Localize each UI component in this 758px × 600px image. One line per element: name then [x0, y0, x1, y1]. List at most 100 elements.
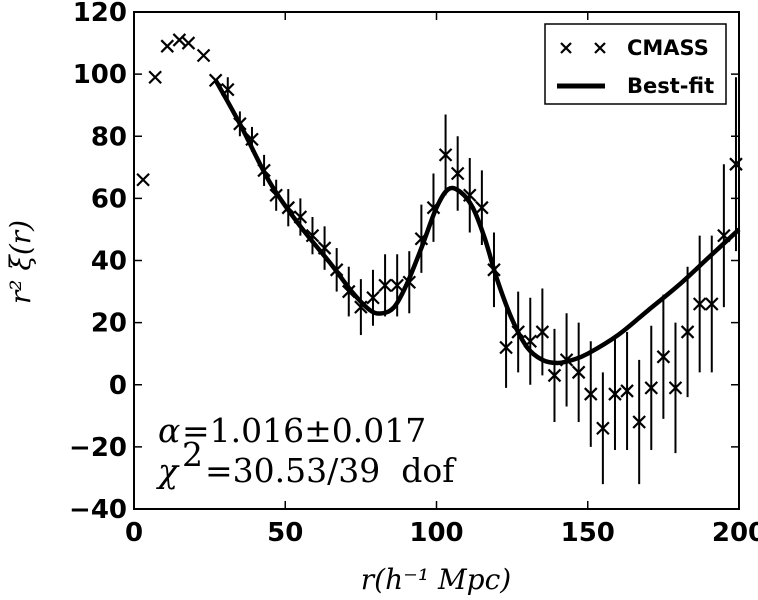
legend: CMASS Best-fit [544, 23, 727, 105]
cmass-point [571, 322, 586, 423]
cmass-marker [559, 353, 574, 367]
cmass-marker [704, 297, 719, 311]
chi2-value: =30.53/39 dof [205, 451, 457, 490]
y-tick-label: 100 [73, 60, 127, 90]
x-tick-label: 200 [712, 518, 758, 548]
cmass-point [305, 217, 320, 255]
cmass-marker [596, 421, 610, 436]
y-tick-label: 0 [109, 371, 127, 401]
cmass-point [414, 204, 429, 273]
cmass-marker [172, 33, 187, 47]
cmass-marker [547, 368, 562, 383]
y-axis-label: r² ξ(r) [4, 220, 37, 304]
cmass-point [378, 254, 392, 317]
legend-x-marker [560, 42, 572, 54]
cmass-marker [257, 163, 271, 178]
cmass-point [717, 164, 731, 308]
cmass-point [656, 294, 671, 419]
cmass-marker [438, 148, 453, 162]
cmass-marker [414, 231, 429, 246]
cmass-marker [366, 290, 380, 305]
cmass-marker [341, 284, 356, 299]
cmass-marker [305, 228, 320, 243]
cmass-point [523, 297, 538, 385]
cmass-point [547, 328, 562, 423]
cmass-marker [450, 166, 465, 181]
cmass-marker [402, 275, 417, 290]
cmass-point [668, 322, 683, 454]
x-tick-label: 100 [409, 518, 463, 548]
cmass-marker [680, 325, 695, 339]
y-tick-label: −40 [69, 495, 127, 525]
cmass-marker [208, 73, 223, 88]
cmass-marker [148, 70, 162, 85]
legend-cmass-marker [560, 42, 606, 54]
y-tick-label: 120 [73, 0, 127, 28]
cmass-marker [523, 334, 538, 349]
cmass-point [535, 288, 550, 376]
legend-cmass-label: CMASS [627, 36, 709, 60]
cmass-point [426, 173, 441, 242]
cmass-marker [233, 117, 247, 131]
chi2-symbol: χ [156, 451, 180, 490]
cmass-marker [426, 200, 441, 215]
cmass-point [257, 154, 271, 186]
cmass-point [704, 235, 719, 373]
x-tick-label: 0 [125, 518, 143, 548]
cmass-point [511, 291, 525, 373]
cmass-point [559, 313, 574, 407]
cmass-point [233, 111, 247, 137]
cmass-marker [196, 48, 211, 63]
plot-marks [136, 33, 743, 485]
cmass-marker [269, 188, 283, 203]
cmass-marker [390, 278, 404, 293]
cmass-point [317, 226, 332, 270]
cmass-marker [644, 381, 659, 395]
legend-box [544, 23, 727, 105]
cmass-marker [317, 241, 332, 255]
x-tick-label: 50 [267, 518, 303, 548]
y-tick-label: −20 [69, 433, 127, 463]
cmass-marker [487, 263, 501, 277]
x-axis-ticks: 0 50 100 150 200 [125, 12, 758, 548]
cmass-point [390, 254, 404, 317]
cmass-marker [692, 297, 707, 311]
x-tick-label: 150 [561, 518, 615, 548]
cmass-marker [378, 278, 392, 293]
cmass-point [620, 331, 634, 450]
cmass-marker [160, 39, 175, 53]
cmass-point [172, 33, 187, 47]
cmass-marker [632, 415, 646, 429]
cmass-point [148, 70, 162, 85]
cmass-marker [329, 263, 344, 277]
legend-bestfit-label: Best-fit [627, 74, 714, 98]
cmass-point [499, 307, 513, 388]
cmass-marker [620, 384, 634, 398]
cmass-point [729, 77, 743, 252]
cmass-point [293, 198, 308, 236]
cmass-point [208, 73, 223, 88]
cmass-marker [511, 325, 525, 339]
cmass-point [402, 251, 417, 314]
cmass-point [354, 279, 368, 336]
alpha-symbol: α [158, 411, 180, 450]
cmass-point [438, 114, 453, 196]
cmass-point [196, 48, 211, 63]
cmass-point [644, 325, 659, 450]
cmass-marker [583, 387, 598, 401]
cmass-point [450, 136, 465, 211]
chi2-annotation: χ 2 =30.53/39 dof [156, 435, 457, 490]
y-tick-label: 60 [91, 184, 127, 214]
cmass-marker [717, 228, 731, 243]
y-tick-label: 40 [91, 247, 127, 277]
y-axis-ticks: −40 −20 0 20 40 60 80 100 120 [69, 0, 739, 525]
y-tick-label: 20 [91, 309, 127, 339]
cmass-point [245, 126, 259, 152]
cmass-marker [608, 387, 622, 401]
cmass-marker [535, 325, 550, 339]
cmass-point [160, 39, 175, 53]
cmass-point [329, 248, 344, 292]
cmass-marker [281, 200, 296, 215]
cmass-point [692, 235, 707, 373]
